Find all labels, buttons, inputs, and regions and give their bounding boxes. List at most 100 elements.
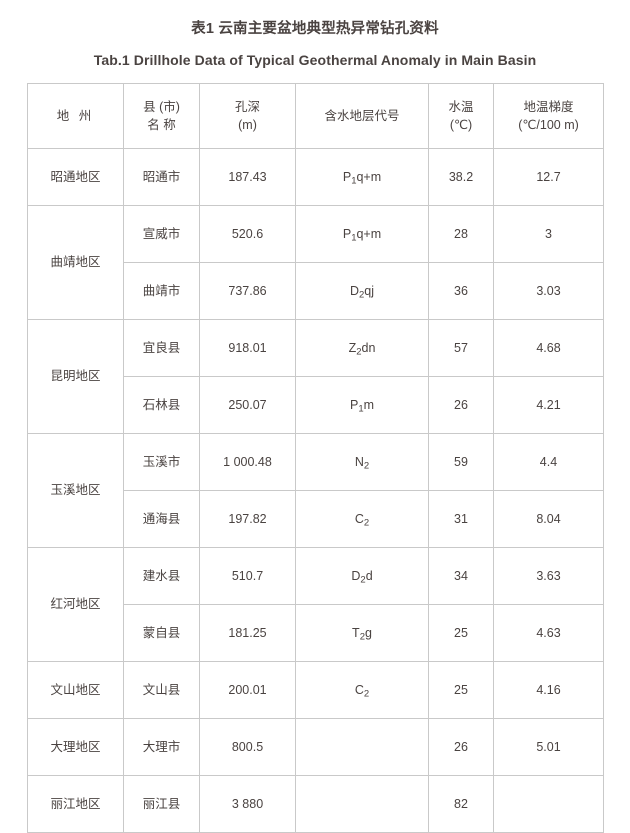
cell-gradient: 4.63 [493, 604, 604, 662]
cell-gradient: 3.03 [493, 262, 604, 320]
cell-county: 石林县 [123, 376, 200, 434]
strata-suffix: q+m [356, 226, 382, 241]
cell-strata-code: N2 [295, 433, 429, 491]
table-container: 地 州 县 (市) 名 称 孔深 (m) 含水地层代号 [27, 68, 604, 833]
strata-suffix: g [364, 625, 372, 640]
cell-county: 宣威市 [123, 205, 200, 263]
cell-depth: 197.82 [199, 490, 296, 548]
header-line-2: (m) [238, 118, 257, 132]
strata-symbol: D [349, 283, 359, 298]
cell-county: 通海县 [123, 490, 200, 548]
table-row: 玉溪地区 玉溪市 1 000.48 N2 59 4.4 [27, 433, 604, 548]
cell-county: 宜良县 [123, 319, 200, 377]
table-row: 曲靖地区 宣威市 520.6 P1q+m 28 3 [27, 205, 604, 320]
header-line-2: 含水地层代号 [324, 108, 400, 123]
cell-gradient: 4.16 [493, 661, 604, 719]
cell-water-temp: 31 [428, 490, 494, 548]
cell-region: 昆明地区 [27, 319, 124, 434]
cell-water-temp: 38.2 [428, 148, 494, 206]
cell-county: 蒙自县 [123, 604, 200, 662]
cell-depth: 3 880 [199, 775, 296, 833]
strata-subscript: 2 [363, 517, 370, 529]
cell-county: 玉溪市 [123, 433, 200, 491]
cell-water-temp: 28 [428, 205, 494, 263]
cell-depth: 181.25 [199, 604, 296, 662]
cell-depth: 200.01 [199, 661, 296, 719]
cell-strata-code: D2qj [295, 262, 429, 320]
cell-depth: 510.7 [199, 547, 296, 605]
cell-depth: 187.43 [199, 148, 296, 206]
column-header-strata: 含水地层代号 [295, 83, 429, 149]
cell-strata-code: Z2dn [295, 319, 429, 377]
cell-water-temp: 26 [428, 376, 494, 434]
strata-symbol: P [342, 169, 352, 184]
table-row: 昭通地区 昭通市 187.43 P1q+m 38.2 12.7 [27, 148, 604, 206]
cell-region: 曲靖地区 [27, 205, 124, 320]
header-line-1: 县 (市) [143, 99, 180, 114]
cell-gradient: 4.68 [493, 319, 604, 377]
table-caption-english: Tab.1 Drillhole Data of Typical Geotherm… [93, 52, 537, 68]
strata-subscript: 1 [351, 175, 357, 187]
cell-county: 文山县 [123, 661, 200, 719]
strata-suffix: qj [364, 283, 375, 298]
strata-symbol: D [351, 568, 361, 583]
table-row: 蒙自县 181.25 T2g 25 4.63 [28, 604, 604, 662]
cell-county: 曲靖市 [123, 262, 200, 320]
cell-gradient: 3.63 [493, 547, 604, 605]
strata-subscript: 2 [363, 460, 370, 472]
cell-strata-code: C2 [295, 661, 429, 719]
cell-water-temp: 82 [428, 775, 494, 833]
cell-strata-code: P1m [295, 376, 429, 434]
column-header-county: 县 (市) 名 称 [123, 83, 200, 149]
cell-depth: 1 000.48 [199, 433, 296, 491]
header-line-2: 地 州 [56, 108, 95, 123]
strata-suffix: dn [361, 340, 376, 355]
cell-strata-code: C2 [295, 490, 429, 548]
strata-symbol: P [349, 397, 359, 412]
strata-symbol: N [354, 454, 364, 469]
table-row: 石林县 250.07 P1m 26 4.21 [28, 376, 604, 434]
cell-depth: 918.01 [199, 319, 296, 377]
header-line-2: 名 称 [147, 118, 176, 132]
cell-gradient: 5.01 [493, 718, 604, 776]
cell-strata-code [295, 775, 429, 833]
cell-depth: 800.5 [199, 718, 296, 776]
cell-region: 玉溪地区 [27, 433, 124, 548]
table-row: 丽江地区 丽江县 3 880 82 [27, 775, 604, 833]
column-header-water-temp: 水温 (℃) [428, 83, 494, 149]
strata-suffix: q+m [356, 169, 382, 184]
strata-symbol: T [352, 625, 360, 640]
strata-symbol: C [354, 682, 364, 697]
drillhole-data-table: 地 州 县 (市) 名 称 孔深 (m) 含水地层代号 [27, 83, 604, 833]
header-line-1: 水温 [448, 99, 474, 114]
cell-depth: 520.6 [199, 205, 296, 263]
strata-subscript: 2 [359, 631, 365, 643]
cell-county: 大理市 [123, 718, 200, 776]
cell-county: 昭通市 [123, 148, 200, 206]
cell-county: 丽江县 [123, 775, 200, 833]
cell-strata-code: T2g [295, 604, 429, 662]
cell-water-temp: 25 [428, 661, 494, 719]
cell-water-temp: 25 [428, 604, 494, 662]
header-row: 地 州 县 (市) 名 称 孔深 (m) 含水地层代号 [27, 83, 604, 149]
cell-county: 建水县 [123, 547, 200, 605]
cell-gradient: 8.04 [493, 490, 604, 548]
strata-symbol: P [342, 226, 352, 241]
cell-strata-code: D2d [295, 547, 429, 605]
strata-subscript: 2 [359, 289, 365, 301]
cell-water-temp: 57 [428, 319, 494, 377]
column-header-gradient: 地温梯度 (℃/100 m) [493, 83, 604, 149]
column-header-region: 地 州 [27, 83, 124, 149]
cell-region: 丽江地区 [27, 775, 124, 833]
cell-gradient: 3 [493, 205, 604, 263]
cell-region: 红河地区 [27, 547, 124, 662]
strata-subscript: 2 [356, 346, 362, 358]
strata-subscript: 1 [351, 232, 357, 244]
cell-water-temp: 34 [428, 547, 494, 605]
strata-symbol: C [354, 511, 364, 526]
table-row: 文山地区 文山县 200.01 C2 25 4.16 [27, 661, 604, 719]
header-line-1: 地温梯度 [523, 99, 574, 114]
table-row: 昆明地区 宜良县 918.01 Z2dn 57 4.68 [27, 319, 604, 434]
strata-subscript: 1 [358, 403, 364, 415]
